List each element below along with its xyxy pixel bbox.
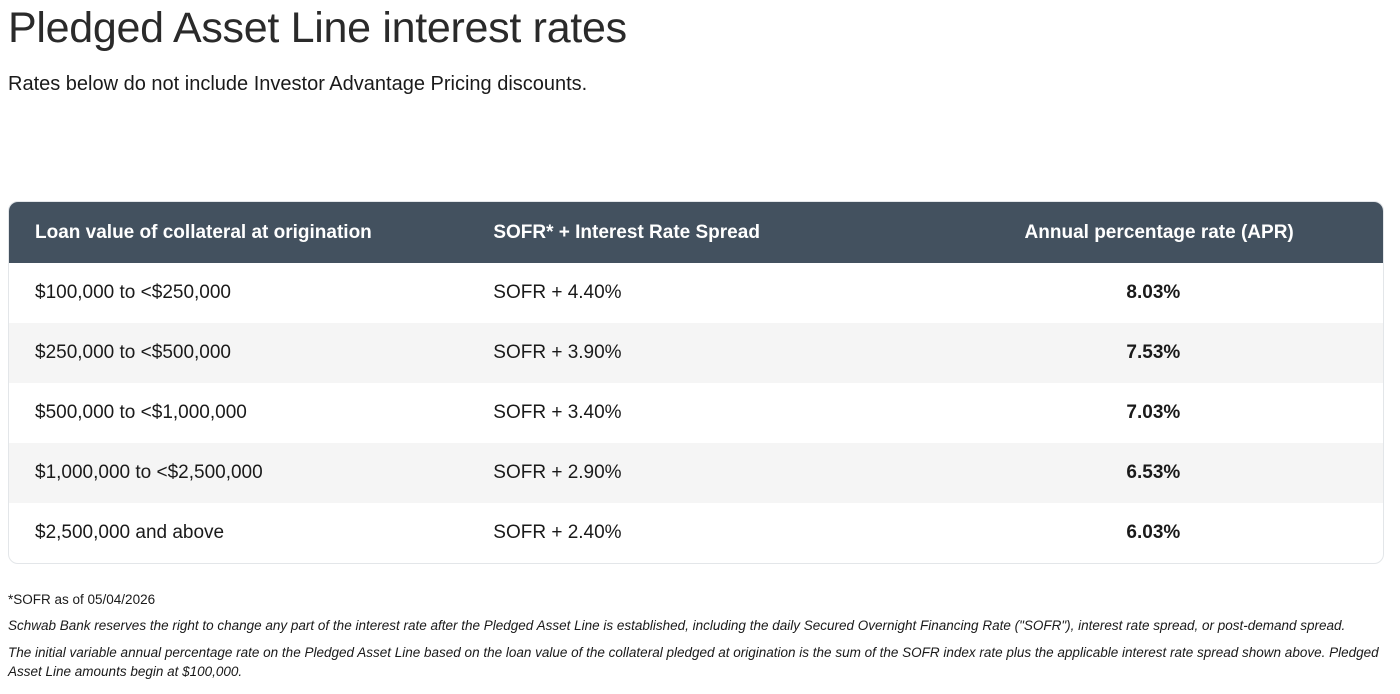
collateral-cell: $500,000 to <$1,000,000 <box>35 402 247 423</box>
rate-change-disclaimer: Schwab Bank reserves the right to change… <box>8 618 1346 633</box>
apr-cell: 6.53% <box>1126 462 1181 483</box>
collateral-cell: $100,000 to <$250,000 <box>35 282 231 303</box>
apr-cell: 6.03% <box>1126 522 1181 543</box>
apr-cell: 7.53% <box>1126 342 1181 363</box>
spread-cell: SOFR + 2.90% <box>493 462 622 483</box>
rates-table: Loan value of collateral at origination … <box>8 201 1384 564</box>
sofr-date-footnote: *SOFR as of 05/04/2026 <box>8 592 156 607</box>
page-subtitle: Rates below do not include Investor Adva… <box>8 73 588 95</box>
table-row: $100,000 to <$250,000 SOFR + 4.40% 8.03% <box>9 263 1383 323</box>
collateral-cell: $250,000 to <$500,000 <box>35 342 231 363</box>
collateral-cell: $2,500,000 and above <box>35 522 225 543</box>
spread-cell: SOFR + 2.40% <box>493 522 622 543</box>
table-row: $1,000,000 to <$2,500,000 SOFR + 2.90% 6… <box>9 443 1383 503</box>
table-row: $500,000 to <$1,000,000 SOFR + 3.40% 7.0… <box>9 383 1383 443</box>
column-header-spread: SOFR* + Interest Rate Spread <box>493 221 760 243</box>
apr-cell: 7.03% <box>1126 402 1181 423</box>
page-title: Pledged Asset Line interest rates <box>8 4 627 52</box>
spread-cell: SOFR + 3.90% <box>493 342 622 363</box>
collateral-cell: $1,000,000 to <$2,500,000 <box>35 462 263 483</box>
table-header: Loan value of collateral at origination … <box>9 202 1383 263</box>
table-row: $2,500,000 and above SOFR + 2.40% 6.03% <box>9 503 1383 563</box>
apr-calculation-disclaimer: The initial variable annual percentage r… <box>8 645 1379 679</box>
footnotes: *SOFR as of 05/04/2026 Schwab Bank reser… <box>8 592 1388 689</box>
spread-cell: SOFR + 4.40% <box>493 282 622 303</box>
table-row: $250,000 to <$500,000 SOFR + 3.90% 7.53% <box>9 323 1383 383</box>
column-header-apr: Annual percentage rate (APR) <box>1024 221 1294 243</box>
column-header-collateral: Loan value of collateral at origination <box>35 221 372 243</box>
spread-cell: SOFR + 3.40% <box>493 402 622 423</box>
apr-cell: 8.03% <box>1126 282 1181 303</box>
